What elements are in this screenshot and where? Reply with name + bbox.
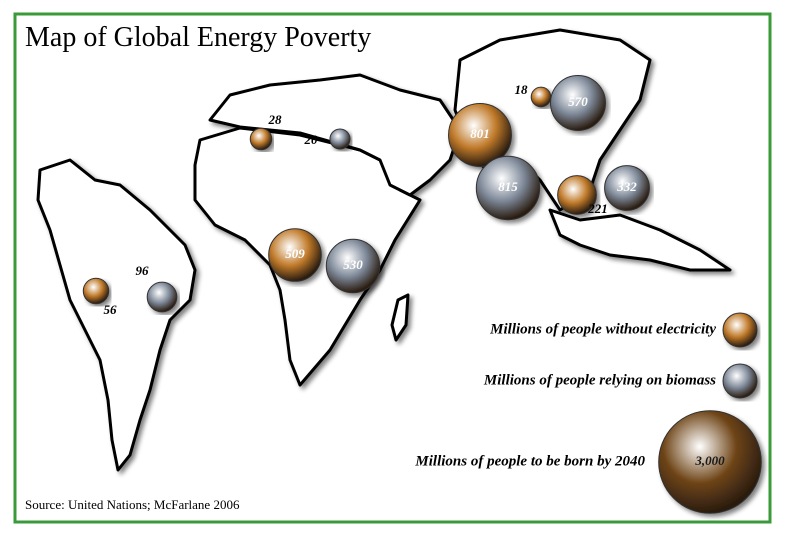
bubble-label: 20	[304, 132, 319, 147]
bubble	[146, 281, 178, 313]
bubble-label: 815	[498, 179, 518, 194]
bubble	[329, 128, 351, 150]
south-america	[36, 158, 197, 472]
legend-label: Millions of people to be born by 2040	[414, 453, 645, 469]
bubble	[475, 155, 541, 221]
bubble-label: 18	[515, 82, 529, 97]
bubble	[448, 103, 512, 167]
legend-bubble-label: 3,000	[694, 453, 725, 468]
bubble-label: 56	[104, 302, 118, 317]
bubble	[557, 175, 597, 215]
bubble-label: 509	[285, 246, 305, 261]
bubble-label: 801	[470, 126, 490, 141]
bubble	[325, 238, 381, 294]
bubble-label: 530	[343, 257, 363, 272]
source: Source: United Nations; McFarlane 2006	[25, 497, 240, 512]
bubble	[550, 75, 606, 131]
legend-swatch	[722, 312, 758, 348]
bubble	[530, 86, 552, 108]
bubble	[82, 277, 110, 305]
bubble-label: 332	[616, 179, 637, 194]
bubble	[268, 228, 322, 282]
bubble-label: 221	[587, 201, 608, 216]
bubble-label: 96	[136, 263, 150, 278]
bubble	[249, 127, 273, 151]
legend-bubble	[658, 410, 762, 514]
legend-swatch	[722, 363, 758, 399]
madagascar	[390, 293, 410, 342]
southeast-asia	[548, 208, 732, 272]
title: Map of Global Energy Poverty	[25, 22, 371, 53]
bubble-label: 570	[568, 94, 588, 109]
bubble	[604, 165, 650, 211]
bubble-label: 28	[268, 112, 283, 127]
legend-label: Millions of people relying on biomass	[483, 372, 716, 388]
legend-label: Millions of people without electricity	[489, 321, 716, 337]
